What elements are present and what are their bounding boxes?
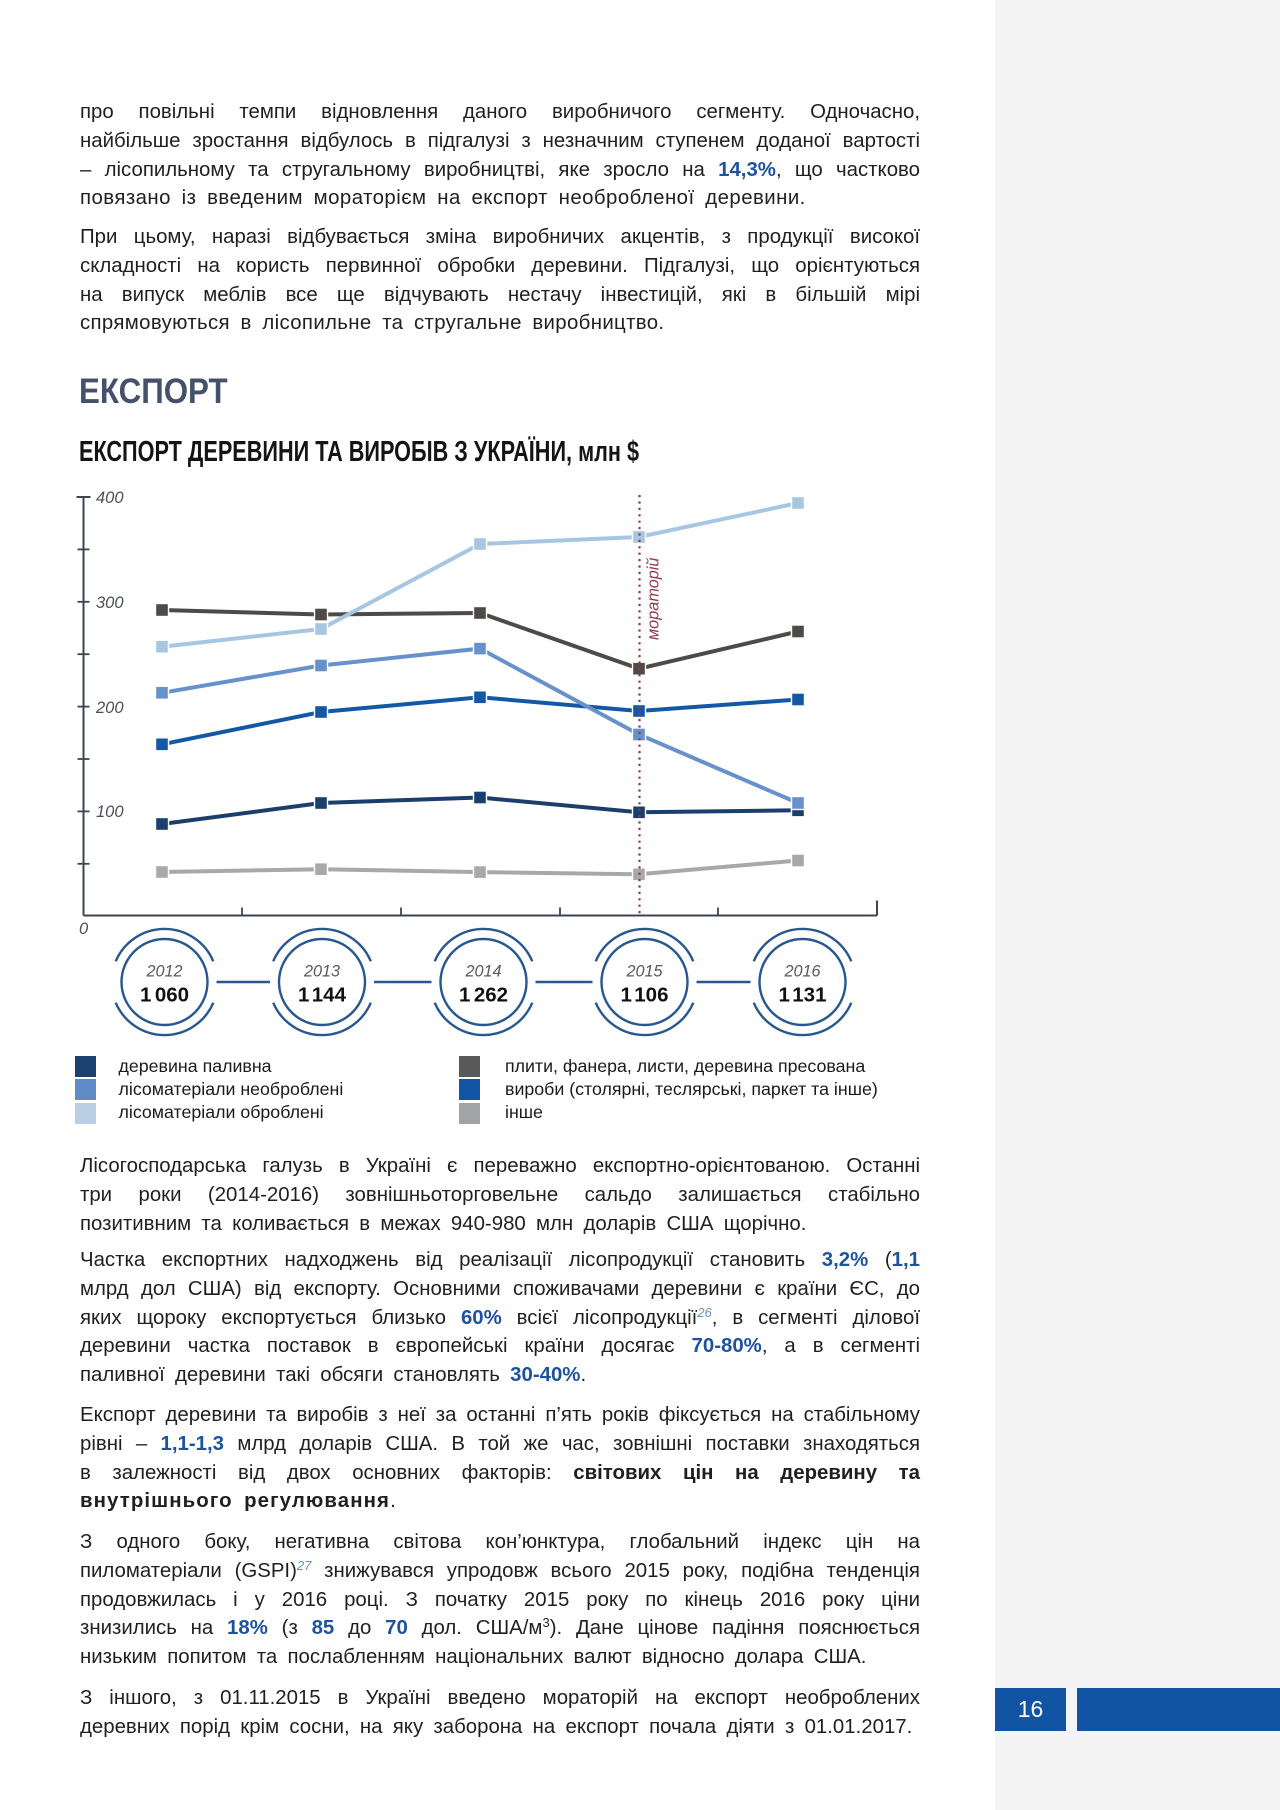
svg-text:300: 300 <box>96 594 124 612</box>
svg-text:400: 400 <box>96 489 124 507</box>
svg-text:2014: 2014 <box>464 963 501 981</box>
svg-text:100: 100 <box>96 803 124 821</box>
svg-text:мораторій: мораторій <box>645 558 663 641</box>
svg-text:200: 200 <box>95 699 124 717</box>
svg-text:0: 0 <box>79 920 89 938</box>
svg-text:2013: 2013 <box>303 963 340 981</box>
svg-text:2016: 2016 <box>783 963 820 981</box>
svg-text:2012: 2012 <box>145 963 182 981</box>
svg-text:2015: 2015 <box>625 963 663 981</box>
